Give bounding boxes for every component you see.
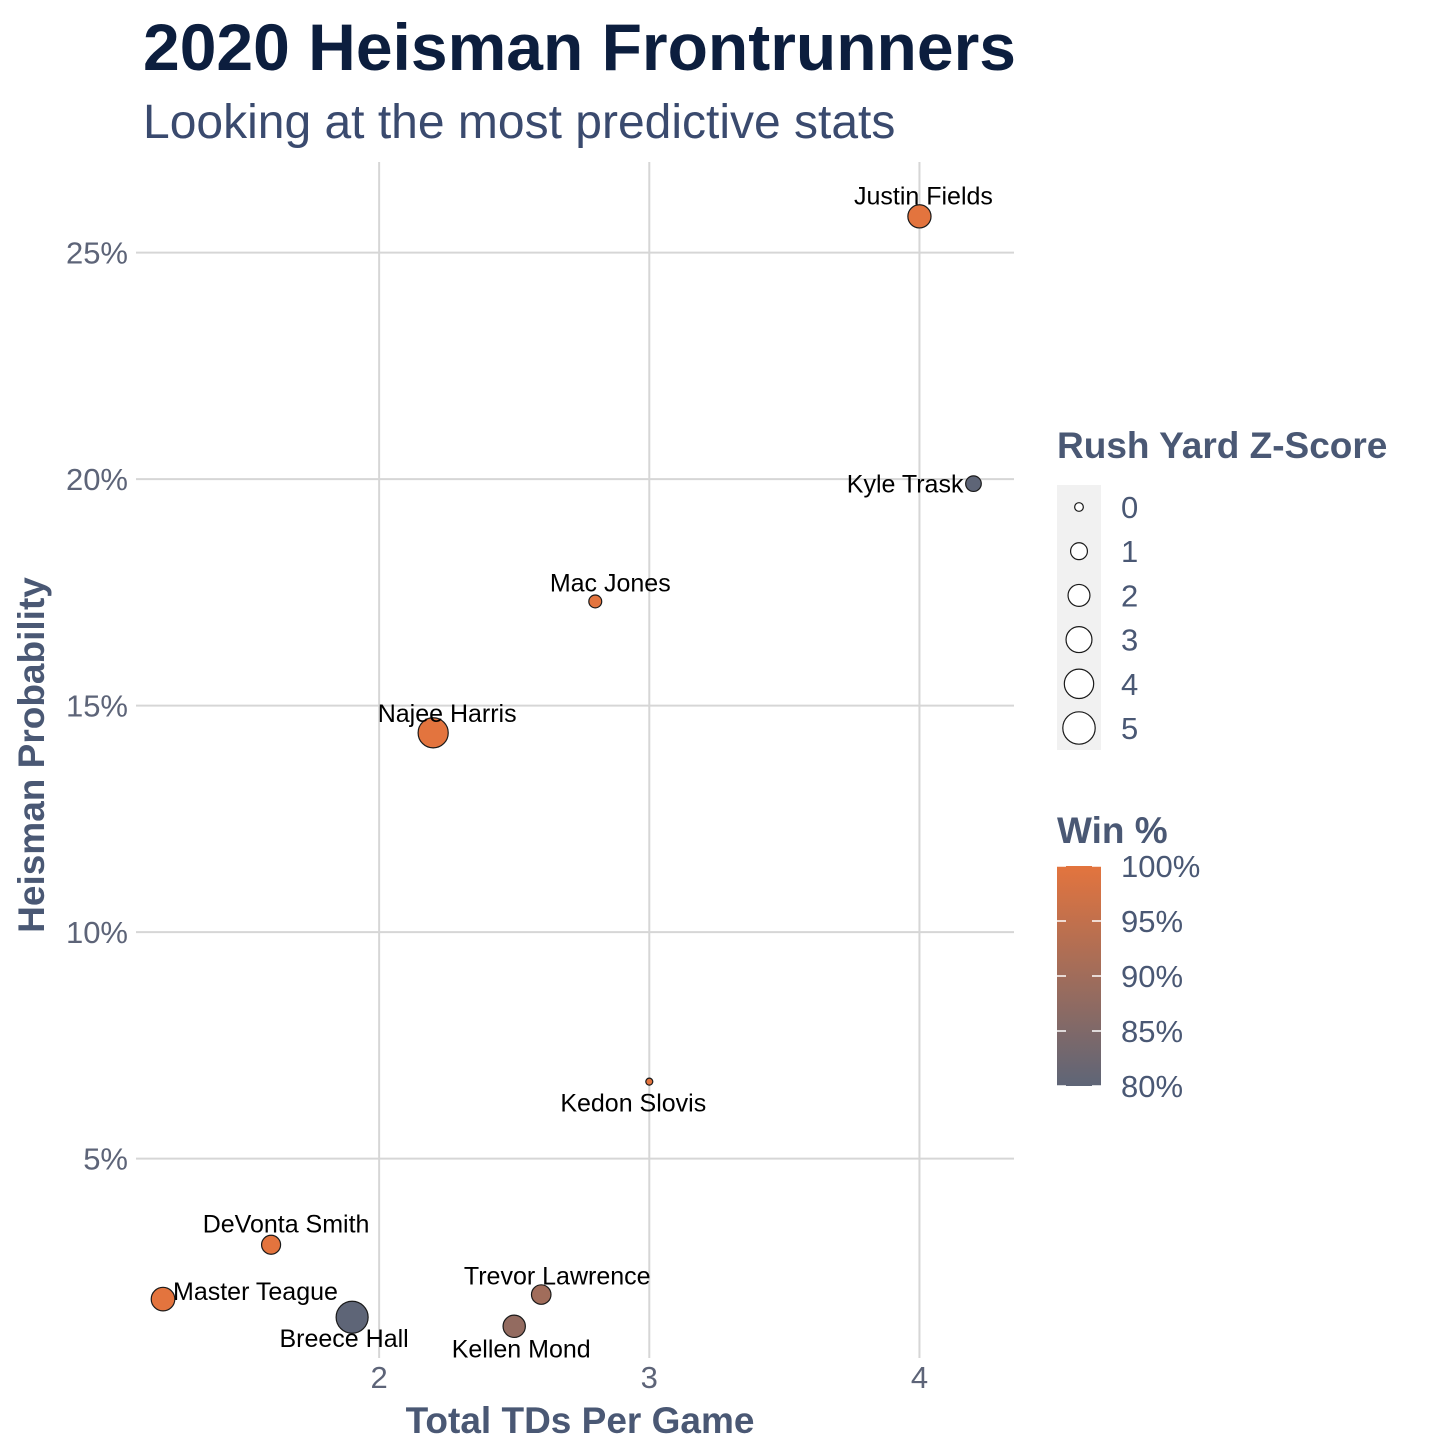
- point-master-teague: [150, 1286, 176, 1312]
- point-label: Najee Harris: [378, 700, 517, 728]
- x-tick-label: 3: [641, 1360, 658, 1395]
- size-legend-label: 2: [1121, 578, 1138, 613]
- data-points: [150, 204, 982, 1339]
- chart-subtitle: Looking at the most predictive stats: [143, 96, 895, 149]
- size-legend-label: 1: [1121, 534, 1138, 569]
- x-tick-label: 2: [371, 1360, 388, 1395]
- size-legend-label: 3: [1121, 623, 1138, 658]
- gridlines: [136, 162, 1014, 1358]
- color-legend-label: 80%: [1121, 1069, 1183, 1104]
- chart-title: 2020 Heisman Frontrunners: [143, 10, 1016, 84]
- point-label: Kyle Trask: [847, 471, 964, 499]
- point-label: Breece Hall: [280, 1325, 409, 1353]
- size-legend-key: [1074, 502, 1084, 512]
- x-axis-title: Total TDs Per Game: [406, 1400, 755, 1441]
- color-legend-label: 85%: [1121, 1014, 1183, 1049]
- point-najee-harris: [417, 717, 449, 749]
- size-legend-key: [1063, 668, 1095, 700]
- y-tick-label: 5%: [83, 1142, 128, 1177]
- color-legend-label: 90%: [1121, 959, 1183, 994]
- point-label: Master Teague: [173, 1278, 338, 1306]
- point-kyle-trask: [965, 475, 982, 493]
- point-label: Mac Jones: [550, 569, 671, 597]
- size-legend: Rush Yard Z-Score 0 1 2 3 4 5: [1057, 425, 1387, 750]
- point-breece-hall: [335, 1300, 369, 1334]
- size-legend-label: 0: [1121, 490, 1138, 525]
- y-axis-title: Heisman Probability: [11, 577, 52, 933]
- y-tick-label: 10%: [66, 915, 128, 950]
- point-kellen-mond: [502, 1314, 526, 1339]
- point-label: DeVonta Smith: [203, 1211, 370, 1239]
- size-legend-label: 5: [1121, 711, 1138, 746]
- color-legend: Win % 80% 85% 90% 95% 100%: [1057, 810, 1200, 1104]
- size-legend-key: [1065, 626, 1093, 654]
- x-tick-label: 4: [911, 1360, 928, 1395]
- x-axis-ticks: 2 3 4: [371, 1360, 929, 1395]
- color-legend-label: 95%: [1121, 904, 1183, 939]
- point-label: Trevor Lawrence: [464, 1263, 651, 1291]
- y-tick-label: 15%: [66, 689, 128, 724]
- y-axis-ticks: 5% 10% 15% 20% 25%: [66, 236, 128, 1177]
- point-labels: Justin Fields Kyle Trask Mac Jones Najee Ha…: [173, 182, 993, 1363]
- color-legend-label: 100%: [1121, 849, 1200, 884]
- point-justin-fields: [907, 204, 932, 229]
- color-legend-title: Win %: [1057, 810, 1168, 851]
- size-legend-title: Rush Yard Z-Score: [1057, 425, 1387, 466]
- size-legend-key-background: [1057, 485, 1101, 750]
- point-label: Kedon Slovis: [560, 1090, 706, 1118]
- y-tick-label: 20%: [66, 462, 128, 497]
- size-legend-key: [1067, 583, 1091, 607]
- point-kedon-slovis: [645, 1077, 654, 1086]
- point-label: Kellen Mond: [452, 1335, 591, 1363]
- size-legend-label: 4: [1121, 667, 1138, 702]
- size-legend-key: [1062, 711, 1096, 745]
- point-devonta-smith: [260, 1234, 282, 1255]
- point-mac-jones: [588, 594, 603, 609]
- point-label: Justin Fields: [854, 182, 993, 210]
- y-tick-label: 25%: [66, 236, 128, 271]
- point-trevor-lawrence: [530, 1284, 552, 1305]
- size-legend-key: [1069, 542, 1089, 561]
